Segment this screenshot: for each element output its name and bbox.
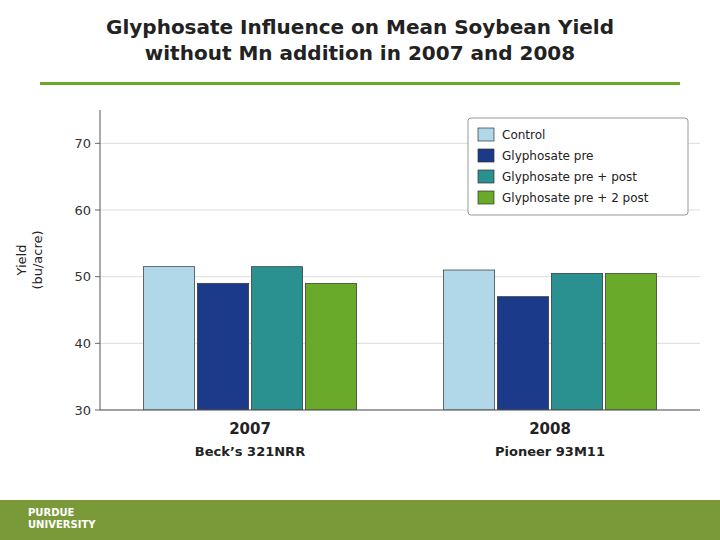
legend-swatch xyxy=(478,191,494,204)
tick-mark xyxy=(95,343,100,344)
category-subtitle: Beck’s 321NRR xyxy=(195,444,305,459)
grid-line xyxy=(100,410,700,411)
legend-label: Glyphosate pre + post xyxy=(502,170,637,184)
bar xyxy=(551,273,602,410)
legend: Control Glyphosate pre Glyphosate pre + po… xyxy=(468,118,688,215)
bar xyxy=(443,270,494,410)
text-line: PURDUE xyxy=(28,507,75,518)
footer-bar xyxy=(0,500,720,540)
text-line: Yield xyxy=(14,245,29,277)
y-axis xyxy=(100,110,101,410)
category-label: 2008 xyxy=(529,420,571,438)
y-label: Yield(bu/acre) xyxy=(14,230,45,289)
legend-label: Control xyxy=(502,128,545,142)
text-line: Glyphosate Influence on Mean Soybean Yie… xyxy=(106,15,614,39)
x-axis xyxy=(100,410,700,411)
grid xyxy=(100,143,700,410)
bar xyxy=(251,267,302,410)
text-line: UNIVERSITY xyxy=(28,519,96,530)
y-label-group: Yield(bu/acre) xyxy=(14,230,45,289)
tick-label: 40 xyxy=(74,336,91,351)
tick-label: 70 xyxy=(74,136,91,151)
tick-mark xyxy=(95,276,100,277)
bar xyxy=(497,297,548,410)
bar xyxy=(605,273,656,410)
title: Glyphosate Influence on Mean Soybean Yie… xyxy=(106,15,614,65)
text-line: (bu/acre) xyxy=(30,230,45,289)
tick-mark xyxy=(95,410,100,411)
tick-label: 50 xyxy=(74,269,91,284)
text-line: without Mn addition in 2007 and 2008 xyxy=(145,41,575,65)
bar xyxy=(143,267,194,410)
legend-label: Glyphosate pre xyxy=(502,149,593,163)
chart: Glyphosate Influence on Mean Soybean Yie… xyxy=(0,0,720,540)
legend-label: Glyphosate pre + 2 post xyxy=(502,191,649,205)
legend-swatch xyxy=(478,170,494,183)
category-label: 2007 xyxy=(229,420,271,438)
legend-frame xyxy=(468,118,688,215)
title-rule xyxy=(40,82,680,85)
tick-label: 30 xyxy=(74,403,91,418)
footer-text: PURDUEUNIVERSITY xyxy=(28,507,96,530)
bars xyxy=(143,267,656,410)
bar xyxy=(305,283,356,410)
legend-swatch xyxy=(478,149,494,162)
tick-mark xyxy=(95,143,100,144)
bar xyxy=(197,283,248,410)
category-subtitle: Pioneer 93M11 xyxy=(495,444,605,459)
legend-swatch xyxy=(478,128,494,141)
tick-label: 60 xyxy=(74,203,91,218)
tick-mark xyxy=(95,210,100,211)
